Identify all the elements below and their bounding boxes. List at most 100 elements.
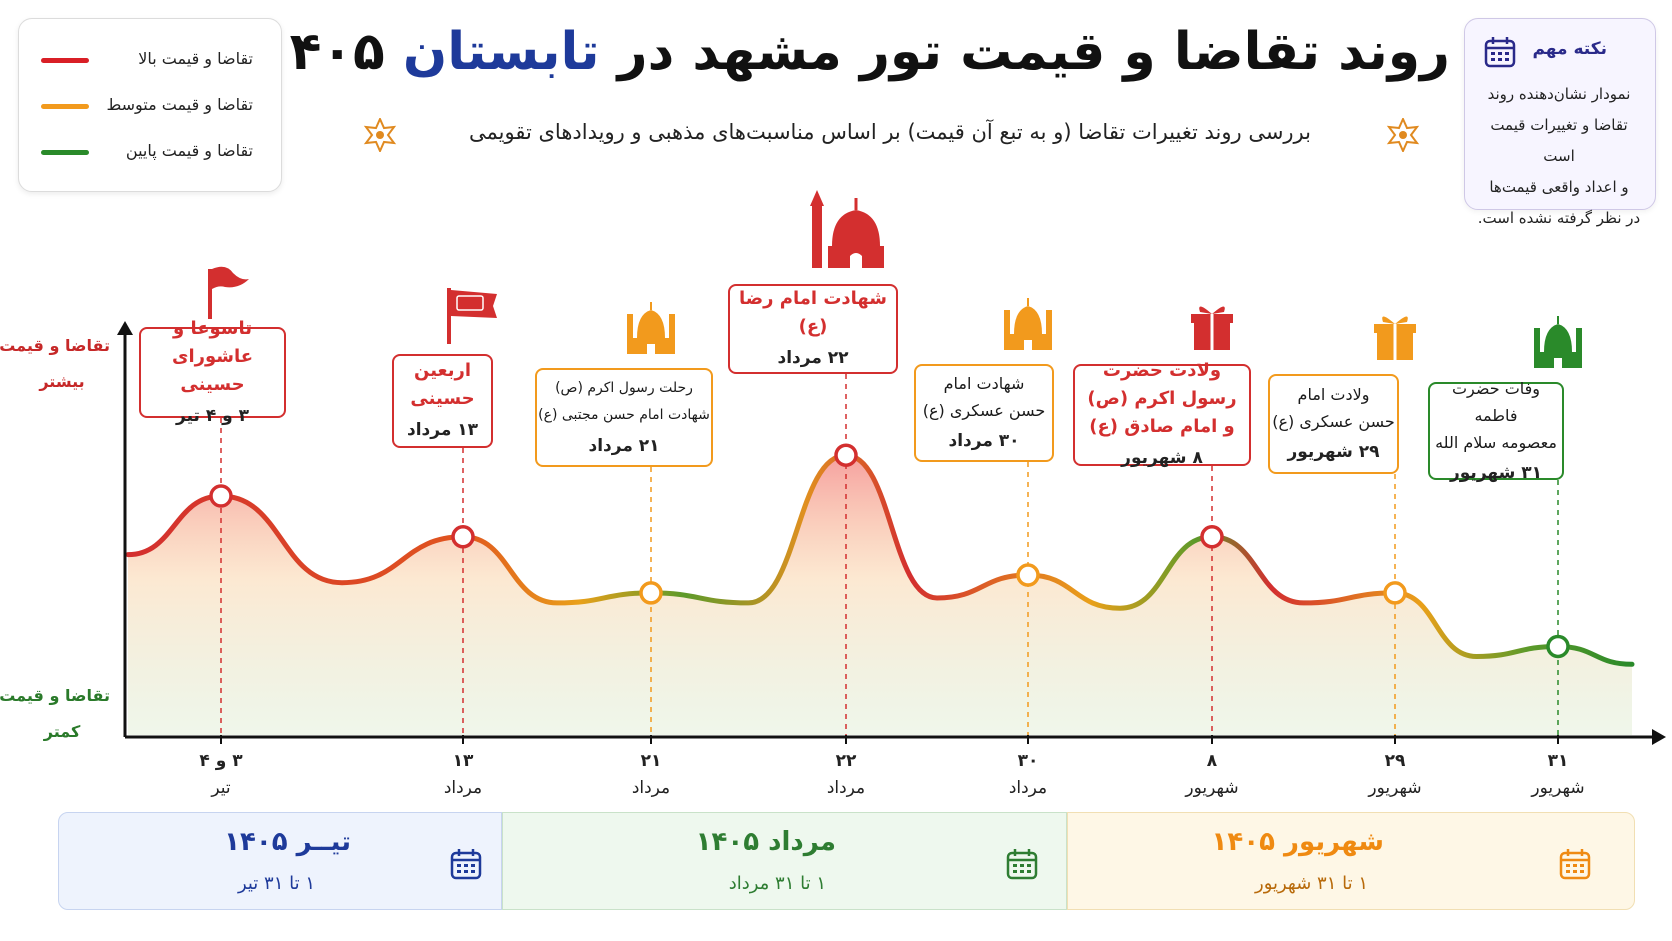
note-title: نکته مهم: [1532, 39, 1607, 59]
y-axis-bottom-label: تقاضا و قیمت کمتر: [0, 678, 110, 750]
event-date: ۳ و ۴ تیر: [176, 405, 250, 426]
ornament-star-icon: [1386, 118, 1420, 152]
legend-swatch: [41, 58, 89, 63]
y-label-line: بیشتر: [39, 372, 85, 391]
mosque-icon: [1534, 316, 1582, 368]
month-band-mordad: مرداد ۱۴۰۵ ۱ تا ۳۱ مرداد: [502, 812, 1067, 910]
event-name: اربعین: [414, 360, 471, 381]
x-tick-day: ۳۱: [1547, 751, 1569, 771]
event-date: ۲۲ مرداد: [777, 348, 849, 368]
data-point-marker: [639, 581, 663, 605]
note-line: و اعداد واقعی قیمت‌ها: [1489, 178, 1629, 196]
month-name: تیــر ۱۴۰۵: [224, 827, 351, 857]
page-title: روند تقاضا و قیمت تور مشهد در تابستان ۱۴…: [258, 22, 1450, 82]
note-line: نمودار نشان‌دهنده روند: [1487, 85, 1631, 103]
y-label-line: تقاضا و قیمت: [0, 336, 110, 355]
event-date: ۱۳ مرداد: [406, 420, 479, 440]
legend-label: تقاضا و قیمت بالا: [138, 49, 253, 68]
note-body: نمودار نشان‌دهنده روند تقاضا و تغییرات ق…: [1477, 79, 1641, 234]
x-axis: [125, 729, 1666, 745]
x-tick-day: ۲۲: [835, 751, 857, 771]
month-band-shahrivar: شهریور ۱۴۰۵ ۱ تا ۳۱ شهریور: [1067, 812, 1635, 910]
month-range: ۱ تا ۳۱ شهریور: [1255, 873, 1368, 894]
data-point-marker: [209, 484, 233, 508]
data-point-marker: [1546, 634, 1570, 659]
month-name: مرداد ۱۴۰۵: [695, 827, 836, 857]
data-point-marker: [1200, 525, 1224, 549]
x-tick-label: ۲۲ مرداد: [791, 748, 901, 802]
event-name: حسن عسکری (ع): [922, 401, 1046, 420]
x-tick-label: ۳ و ۴ تیر: [166, 748, 276, 802]
x-tick-label: ۲۱ مرداد: [596, 748, 706, 802]
x-tick-month: شهریور: [1531, 778, 1585, 798]
x-tick-label: ۲۹ شهریور: [1340, 748, 1450, 802]
event-name: حسینی: [180, 373, 245, 395]
legend-item-medium: تقاضا و قیمت متوسط: [19, 91, 281, 121]
event-name: و امام صادق (ع): [1089, 416, 1235, 437]
flag-icon: [208, 266, 249, 319]
note-line: تقاضا و تغییرات قیمت است: [1490, 116, 1628, 165]
data-point-marker: [1016, 563, 1040, 587]
subtitle: بررسی روند تغییرات تقاضا (و به تبع آن قی…: [469, 120, 1311, 144]
legend-label: تقاضا و قیمت متوسط: [106, 95, 253, 114]
event-name: معصومه سلام الله: [1435, 432, 1557, 452]
x-tick-month: مرداد: [826, 778, 866, 798]
legend: تقاضا و قیمت بالا تقاضا و قیمت متوسط تقا…: [18, 18, 282, 192]
event-card: ولادت حضرت رسول اکرم (ص) و امام صادق (ع) ۸…: [1073, 360, 1251, 468]
legend-swatch: [41, 104, 89, 109]
legend-item-low: تقاضا و قیمت پایین: [19, 137, 281, 167]
mosque-icon: [627, 302, 675, 354]
x-tick-month: شهریور: [1368, 778, 1422, 798]
x-tick-day: ۲۱: [640, 751, 662, 771]
chart-plot-area: [125, 190, 1635, 744]
title-part1: روند تقاضا و قیمت تور مشهد در: [599, 22, 1450, 82]
x-tick-month: مرداد: [443, 778, 483, 798]
calendar-icon: [1559, 849, 1591, 880]
legend-swatch: [41, 150, 89, 155]
event-card: شهادت امام رضا (ع) ۲۲ مرداد: [728, 284, 898, 374]
banner-flag-icon: [447, 288, 497, 344]
event-name: شهادت امام رضا (ع): [739, 288, 887, 337]
x-tick-day: ۳ و ۴: [199, 751, 243, 771]
event-name: ولادت امام: [1297, 385, 1370, 404]
event-card: اربعین حسینی ۱۳ مرداد: [392, 354, 493, 448]
event-name: ولادت حضرت رسول اکرم (ص): [1087, 360, 1237, 409]
legend-label: تقاضا و قیمت پایین: [125, 141, 253, 160]
x-tick-day: ۱۳: [452, 751, 474, 771]
x-tick-label: ۳۱ شهریور: [1503, 748, 1613, 802]
event-name: شهادت امام: [943, 374, 1025, 393]
y-axis-top-label: تقاضا و قیمت بیشتر: [0, 328, 110, 400]
data-point-marker: [451, 525, 475, 549]
x-tick-month: شهریور: [1185, 778, 1239, 798]
event-name: حسن عسکری (ع): [1272, 412, 1395, 431]
event-card: تاسوعا و عاشورای حسینی ۳ و ۴ تیر: [139, 318, 286, 426]
month-range: ۱ تا ۳۱ تیر: [237, 873, 315, 894]
x-tick-day: ۲۹: [1384, 751, 1406, 771]
event-date: ۲۹ شهریور: [1287, 442, 1380, 462]
shrine-icon: [810, 190, 884, 268]
month-range: ۱ تا ۳۱ مرداد: [728, 873, 826, 894]
event-name: حسینی: [410, 388, 475, 409]
chart-area-fill: [128, 455, 1632, 735]
event-card: شهادت امام حسن عسکری (ع) ۳۰ مرداد: [914, 364, 1054, 462]
y-label-line: تقاضا و قیمت: [0, 686, 110, 705]
event-date: ۳۱ شهریور: [1449, 462, 1543, 483]
y-axis: [117, 321, 133, 737]
x-tick-label: ۸ شهریور: [1157, 748, 1267, 802]
title-highlight: تابستان: [402, 22, 600, 82]
data-point-marker: [1383, 581, 1407, 605]
ornament-star-icon: [363, 118, 397, 152]
event-name: رحلت رسول اکرم (ص): [555, 379, 693, 396]
legend-item-high: تقاضا و قیمت بالا: [19, 45, 281, 75]
note-line: در نظر گرفته نشده است.: [1477, 209, 1641, 227]
x-tick-label: ۱۳ مرداد: [408, 748, 518, 802]
mosque-icon: [1004, 298, 1052, 350]
data-point-marker: [834, 443, 858, 467]
event-card: وفات حضرت فاطمه معصومه سلام الله ۳۱ شهریور: [1428, 379, 1564, 483]
event-name: تاسوعا و عاشورای: [171, 317, 254, 367]
event-name: شهادت امام حسن مجتبی (ع): [538, 406, 710, 423]
event-card: ولادت امام حسن عسکری (ع) ۲۹ شهریور: [1268, 374, 1399, 474]
event-date: ۳۰ مرداد: [948, 431, 1020, 451]
calendar-icon: [450, 849, 482, 880]
